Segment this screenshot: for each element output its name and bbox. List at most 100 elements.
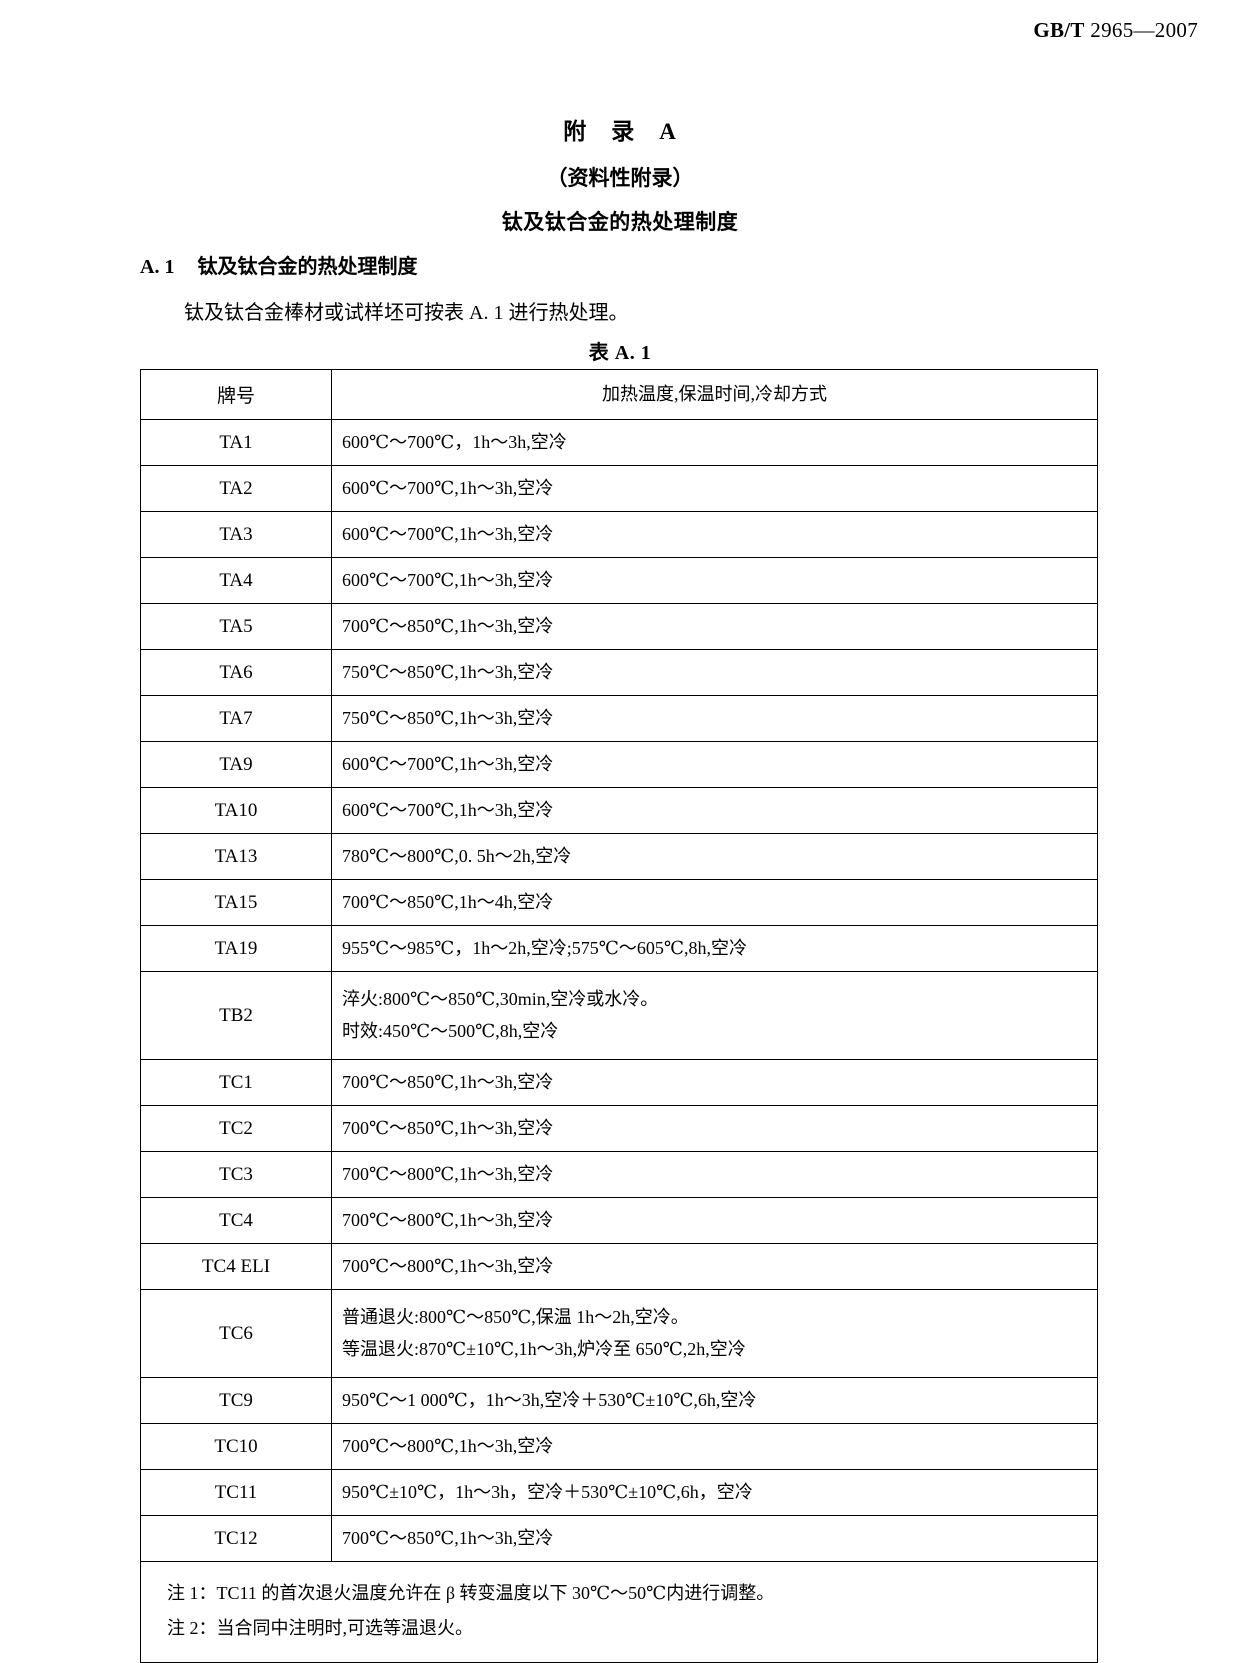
table-row: TA15 700℃～850℃,1h～4h,空冷 (140, 879, 1098, 926)
spec-text: 600℃～700℃,1h～3h,空冷 (332, 466, 1097, 511)
cell-grade: TC2 (140, 1105, 332, 1152)
spec-line: 普通退火:800℃～850℃,保温 1h～2h,空冷。 (342, 1307, 689, 1327)
standard-prefix: GB/T (1033, 18, 1085, 42)
spec-text: 700℃～850℃,1h～3h,空冷 (332, 1516, 1097, 1561)
cell-grade: TC6 (140, 1289, 332, 1378)
grade-label: TC12 (214, 1527, 258, 1549)
cell-spec: 700℃～800℃,1h～3h,空冷 (331, 1151, 1098, 1198)
spec-line: 700℃～800℃,1h～3h,空冷 (342, 1164, 554, 1184)
cell-grade: TA5 (140, 603, 332, 650)
cell-grade: TC1 (140, 1059, 332, 1106)
column-header-grade: 牌号 (140, 369, 332, 420)
cell-grade: TA6 (140, 649, 332, 696)
cell-spec: 700℃～850℃,1h～3h,空冷 (331, 1515, 1098, 1562)
spec-text: 700℃～850℃,1h～3h,空冷 (332, 1106, 1097, 1151)
cell-grade: TA1 (140, 419, 332, 466)
table-row: TB2 淬火:800℃～850℃,30min,空冷或水冷。 时效:450℃～500℃… (140, 971, 1098, 1060)
table-row: TA6 750℃～850℃,1h～3h,空冷 (140, 649, 1098, 696)
grade-label: TB2 (219, 1004, 253, 1026)
spec-text: 700℃～850℃,1h～3h,空冷 (332, 1060, 1097, 1105)
cell-spec: 600℃～700℃，1h～3h,空冷 (331, 419, 1098, 466)
spec-text: 780℃～800℃,0. 5h～2h,空冷 (332, 834, 1097, 879)
table-row: TA3 600℃～700℃,1h～3h,空冷 (140, 511, 1098, 558)
cell-spec: 700℃～800℃,1h～3h,空冷 (331, 1423, 1098, 1470)
cell-grade: TA13 (140, 833, 332, 880)
table-header-row: 牌号 加热温度,保温时间,冷却方式 (140, 369, 1098, 420)
cell-spec: 600℃～700℃,1h～3h,空冷 (331, 787, 1098, 834)
spec-text: 600℃～700℃，1h～3h,空冷 (332, 420, 1097, 465)
spec-line: 700℃～800℃,1h～3h,空冷 (342, 1256, 554, 1276)
cell-spec: 600℃～700℃,1h～3h,空冷 (331, 511, 1098, 558)
grade-label: TC4 ELI (201, 1255, 271, 1277)
heat-treatment-table: 牌号 加热温度,保温时间,冷却方式 TA1 600℃～700℃，1h～3h,空冷 TA2… (140, 369, 1098, 1663)
cell-spec: 780℃～800℃,0. 5h～2h,空冷 (331, 833, 1098, 880)
spec-line: 600℃～700℃,1h～3h,空冷 (342, 524, 554, 544)
table-row: TA5 700℃～850℃,1h～3h,空冷 (140, 603, 1098, 650)
grade-label: TA9 (219, 753, 253, 775)
grade-label: TA3 (219, 523, 253, 545)
table-row: TC3 700℃～800℃,1h～3h,空冷 (140, 1151, 1098, 1198)
cell-spec: 700℃～850℃,1h～3h,空冷 (331, 603, 1098, 650)
table-note: 注 1：TC11 的首次退火温度允许在 β 转变温度以下 30℃～50℃内进行调… (167, 1583, 775, 1603)
clause-number: A. 1 (140, 256, 175, 278)
table-row: TC11 950℃±10℃，1h～3h，空冷＋530℃±10℃,6h，空冷 (140, 1469, 1098, 1516)
table-row: TC10 700℃～800℃,1h～3h,空冷 (140, 1423, 1098, 1470)
spec-line: 600℃～700℃,1h～3h,空冷 (342, 478, 554, 498)
grade-label: TA5 (219, 615, 253, 637)
spec-line: 时效:450℃～500℃,8h,空冷 (342, 1020, 559, 1041)
table-row: TA19 955℃～985℃，1h～2h,空冷;575℃～605℃,8h,空冷 (140, 925, 1098, 972)
clause-title: 钛及钛合金的热处理制度 (197, 256, 418, 278)
cell-grade: TC4 ELI (140, 1243, 332, 1290)
spec-line: 600℃～700℃,1h～3h,空冷 (342, 800, 554, 820)
cell-spec: 普通退火:800℃～850℃,保温 1h～2h,空冷。 等温退火:870℃±10℃… (331, 1289, 1098, 1378)
spec-text: 700℃～800℃,1h～3h,空冷 (332, 1152, 1097, 1197)
cell-grade: TA10 (140, 787, 332, 834)
cell-spec: 600℃～700℃,1h～3h,空冷 (331, 741, 1098, 788)
spec-text: 普通退火:800℃～850℃,保温 1h～2h,空冷。 等温退火:870℃±10℃… (332, 1290, 1097, 1377)
spec-line: 700℃～800℃,1h～3h,空冷 (342, 1436, 554, 1456)
spec-line: 955℃～985℃，1h～2h,空冷;575℃～605℃,8h,空冷 (342, 938, 748, 958)
table-caption: 表 A. 1 (588, 342, 652, 364)
spec-line: 750℃～850℃,1h～3h,空冷 (342, 708, 554, 728)
grade-label: TC4 (219, 1209, 253, 1231)
grade-label: TA10 (214, 799, 258, 821)
table-row: TC6 普通退火:800℃～850℃,保温 1h～2h,空冷。 等温退火:870℃±… (140, 1289, 1098, 1378)
table-row: TC4 700℃～800℃,1h～3h,空冷 (140, 1197, 1098, 1244)
cell-grade: TB2 (140, 971, 332, 1060)
heat-treatment-table-wrapper: 牌号 加热温度,保温时间,冷却方式 TA1 600℃～700℃，1h～3h,空冷 TA2… (140, 369, 1098, 1663)
cell-grade: TA15 (140, 879, 332, 926)
grade-label: TC2 (219, 1117, 253, 1139)
spec-text: 700℃～800℃,1h～3h,空冷 (332, 1424, 1097, 1469)
spec-text: 600℃～700℃,1h～3h,空冷 (332, 558, 1097, 603)
cell-grade: TA4 (140, 557, 332, 604)
body-paragraph: 钛及钛合金棒材或试样坯可按表 A. 1 进行热处理。 (184, 302, 629, 324)
spec-line: 950℃～1 000℃，1h～3h,空冷＋530℃±10℃,6h,空冷 (342, 1390, 757, 1410)
table-row: TC2 700℃～850℃,1h～3h,空冷 (140, 1105, 1098, 1152)
cell-grade: TC9 (140, 1377, 332, 1424)
cell-grade: TA19 (140, 925, 332, 972)
grade-label: TA15 (214, 891, 258, 913)
grade-label: TC10 (214, 1435, 258, 1457)
cell-grade: TA7 (140, 695, 332, 742)
spec-text: 700℃～850℃,1h～4h,空冷 (332, 880, 1097, 925)
cell-grade: TA3 (140, 511, 332, 558)
spec-text: 750℃～850℃,1h～3h,空冷 (332, 696, 1097, 741)
table-notes-cell: 注 1：TC11 的首次退火温度允许在 β 转变温度以下 30℃～50℃内进行调… (140, 1560, 1098, 1663)
grade-label: TA7 (219, 707, 253, 729)
grade-label: TC9 (219, 1389, 253, 1411)
spec-line: 750℃～850℃,1h～3h,空冷 (342, 662, 554, 682)
spec-line: 700℃～800℃,1h～3h,空冷 (342, 1210, 554, 1230)
cell-spec: 955℃～985℃，1h～2h,空冷;575℃～605℃,8h,空冷 (331, 925, 1098, 972)
grade-label: TA1 (219, 431, 253, 453)
spec-text: 700℃～850℃,1h～3h,空冷 (332, 604, 1097, 649)
clause-heading: A. 1 钛及钛合金的热处理制度 (140, 250, 417, 279)
annex-name: 钛及钛合金的热处理制度 (501, 210, 739, 234)
spec-text: 600℃～700℃,1h～3h,空冷 (332, 742, 1097, 787)
spec-text: 950℃±10℃，1h～3h，空冷＋530℃±10℃,6h，空冷 (332, 1470, 1097, 1515)
cell-spec: 700℃～850℃,1h～3h,空冷 (331, 1105, 1098, 1152)
grade-label: TC6 (219, 1322, 253, 1344)
spec-text: 600℃～700℃,1h～3h,空冷 (332, 788, 1097, 833)
cell-spec: 750℃～850℃,1h～3h,空冷 (331, 695, 1098, 742)
cell-spec: 700℃～800℃,1h～3h,空冷 (331, 1243, 1098, 1290)
table-row: TA9 600℃～700℃,1h～3h,空冷 (140, 741, 1098, 788)
